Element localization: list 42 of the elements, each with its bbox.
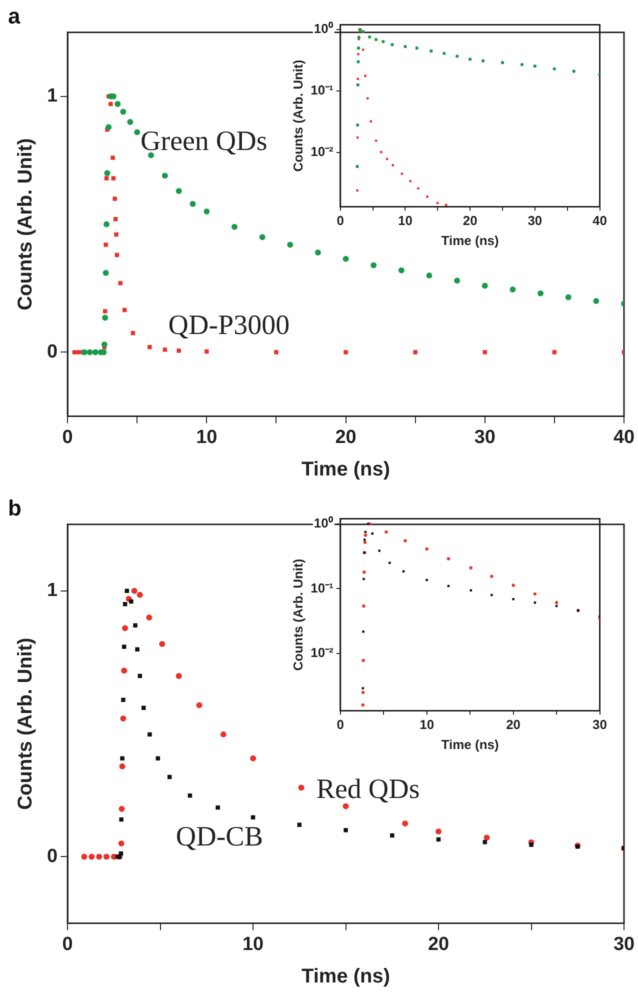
x-tick-label: 0: [62, 426, 73, 448]
x-axis-title: Time (ns): [302, 458, 390, 481]
x-tick-label: 30: [592, 717, 608, 732]
x-tick-label: 10: [420, 717, 434, 732]
annotation: QD-P3000: [168, 310, 290, 342]
y-axis-title: Counts (Arb. Unit): [290, 60, 306, 172]
y-tick-label: 10⁰: [314, 21, 334, 36]
x-tick-label: 10: [196, 426, 218, 448]
x-tick-label: 10: [242, 934, 264, 955]
y-tick-label: 10⁻¹: [310, 82, 334, 98]
y-axis-title: Counts (Arb. Unit): [290, 558, 306, 671]
x-tick-label: 20: [428, 934, 450, 955]
y-tick-label: 1: [46, 580, 58, 602]
x-tick-label: 10: [398, 213, 412, 228]
chart-title: a: [8, 3, 21, 28]
y-axis-title: Counts (Arb. Unit): [14, 638, 37, 810]
annotation: Red QDs: [316, 774, 420, 805]
x-tick-label: 20: [462, 213, 478, 228]
y-tick-label: 10⁻¹: [310, 580, 334, 596]
x-axis-title: Time (ns): [441, 736, 499, 752]
y-tick-label: 0: [46, 846, 58, 867]
y-tick-label: 10⁻²: [310, 144, 334, 159]
y-tick-label: 1: [46, 86, 58, 107]
annotation: Green QDs: [140, 126, 268, 157]
annotation: QD-CB: [176, 822, 264, 853]
x-tick-label: 40: [592, 213, 608, 228]
x-axis-title: Time (ns): [441, 232, 499, 248]
x-axis-title: Time (ns): [302, 966, 390, 988]
x-tick-label: 30: [528, 213, 542, 228]
x-tick-label: 30: [613, 934, 635, 955]
x-tick-label: 0: [336, 717, 344, 732]
y-tick-label: 10⁰: [314, 516, 334, 531]
chart-title: b: [8, 495, 22, 520]
y-axis-title: Counts (Arb. Unit): [14, 138, 37, 310]
x-tick-label: 0: [336, 213, 344, 228]
x-tick-label: 0: [62, 934, 73, 955]
x-tick-label: 30: [474, 426, 496, 448]
x-tick-label: 20: [506, 717, 521, 732]
y-tick-label: 10⁻²: [310, 645, 334, 660]
x-tick-label: 20: [335, 426, 356, 448]
y-tick-label: 0: [46, 341, 58, 362]
x-tick-label: 40: [613, 426, 635, 448]
